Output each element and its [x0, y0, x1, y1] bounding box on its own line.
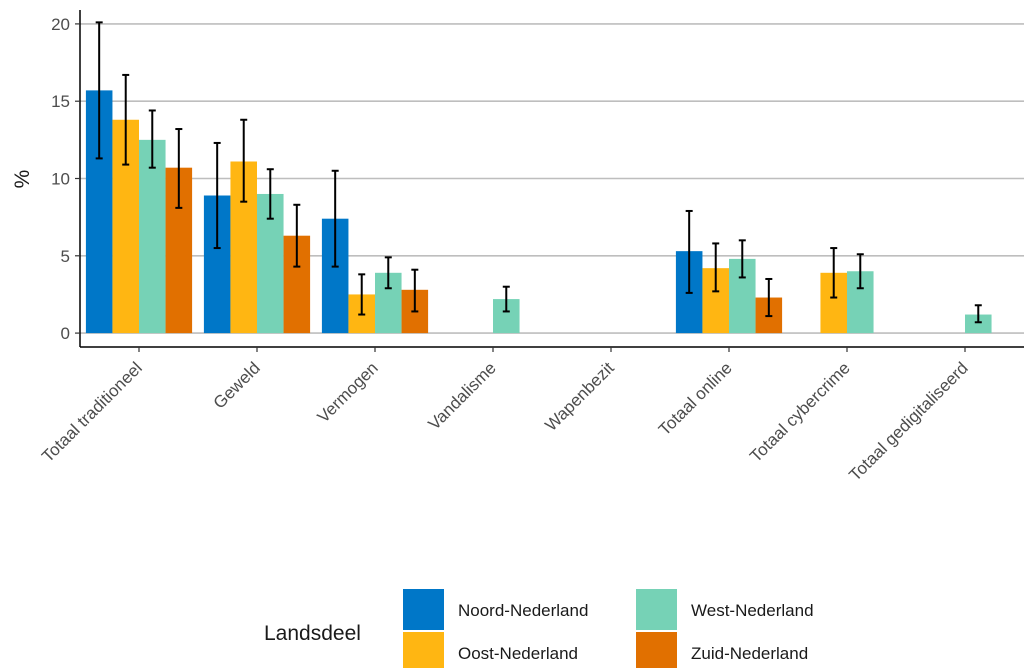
error-bar	[502, 285, 510, 313]
error-bar	[765, 277, 773, 318]
y-tick-label: 10	[51, 170, 70, 189]
legend-swatch	[636, 589, 677, 630]
bars	[85, 90, 992, 334]
legend-label: Noord-Nederland	[458, 601, 588, 620]
error-bar	[122, 73, 130, 166]
error-bar	[95, 21, 103, 160]
legend-item: Noord-Nederland	[403, 589, 588, 630]
error-bar	[240, 118, 248, 203]
error-bar	[856, 253, 864, 290]
x-tick-label: Geweld	[210, 358, 264, 412]
error-bar	[384, 256, 392, 290]
y-tick-label: 0	[61, 324, 70, 343]
error-bar	[830, 247, 838, 299]
bar	[139, 139, 166, 334]
legend-item: West-Nederland	[636, 589, 814, 630]
x-axis-ticks: Totaal traditioneel Geweld Vermogen Vandali…	[38, 347, 972, 485]
error-bar	[266, 168, 274, 220]
bar	[965, 314, 992, 334]
x-tick-label: Totaal cybercrime	[746, 358, 854, 466]
y-tick-label: 15	[51, 92, 70, 111]
error-bar	[974, 304, 982, 324]
legend-swatch	[636, 632, 677, 668]
legend-item: Oost-Nederland	[403, 632, 578, 668]
error-bar	[712, 242, 720, 293]
error-bars	[95, 21, 982, 324]
x-tick-label: Vandalisme	[424, 358, 499, 433]
legend-title: Landsdeel	[264, 622, 361, 645]
error-bar	[411, 268, 419, 313]
x-tick-label: Totaal gedigitaliseerd	[845, 358, 971, 484]
x-tick-label: Totaal traditioneel	[38, 358, 146, 466]
x-tick-label: Wapenbezit	[541, 358, 618, 435]
y-axis-title: %	[11, 170, 34, 189]
y-axis-ticks: 0 5 10 15 20	[51, 15, 80, 343]
error-bar	[213, 141, 221, 250]
legend: Landsdeel Noord-Nederland Oost-Nederland W…	[264, 589, 814, 668]
legend-label: Zuid-Nederland	[691, 644, 808, 663]
y-tick-label: 20	[51, 15, 70, 34]
legend-label: West-Nederland	[691, 601, 814, 620]
legend-swatch	[403, 632, 444, 668]
x-tick-label: Totaal online	[655, 358, 736, 439]
error-bar	[331, 169, 339, 268]
legend-item: Zuid-Nederland	[636, 632, 808, 668]
error-bar	[358, 273, 366, 316]
error-bar	[293, 203, 301, 268]
error-bar	[175, 128, 183, 209]
legend-swatch	[403, 589, 444, 630]
x-tick-label: Vermogen	[314, 358, 382, 426]
legend-label: Oost-Nederland	[458, 644, 578, 663]
error-bar	[148, 109, 156, 169]
y-tick-label: 5	[61, 247, 70, 266]
error-bar	[685, 209, 693, 294]
error-bar	[738, 239, 746, 279]
